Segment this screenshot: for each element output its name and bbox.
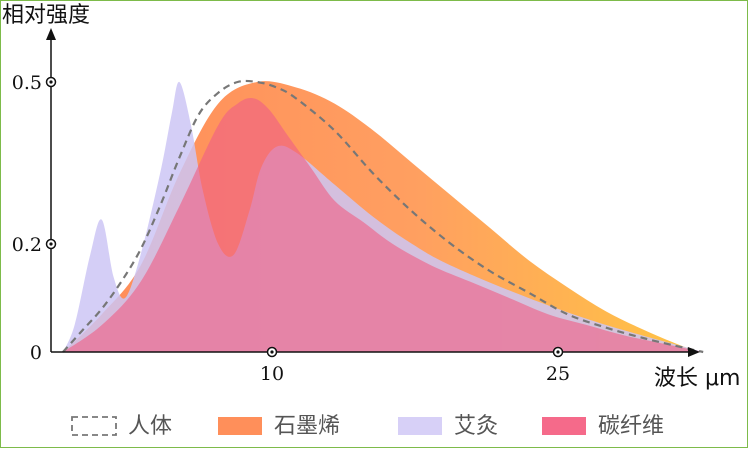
y-tick-dot: [49, 80, 53, 84]
legend-swatch-moxibustion: [398, 417, 442, 435]
legend-swatch-carbon-fiber: [542, 417, 586, 435]
y-axis-arrow-icon: [46, 28, 56, 40]
y-tick-label: 0: [30, 342, 42, 364]
legend: 人体 石墨烯 艾灸 碳纤维: [71, 414, 664, 439]
y-tick-label: 0.5: [12, 72, 42, 94]
series-carbon-fiber-area: [63, 97, 704, 352]
y-axis-title: 相对强度: [2, 3, 90, 28]
legend-swatch-human-body: [71, 416, 117, 436]
x-axis-arrow-icon: [688, 347, 700, 357]
y-tick-label: 0.2: [12, 234, 42, 256]
y-tick-dot: [49, 242, 53, 246]
legend-swatch-graphene: [218, 417, 262, 435]
series-human-body-line: [62, 79, 704, 354]
x-tick-dot: [556, 350, 560, 354]
legend-label-carbon-fiber: 碳纤维: [598, 414, 664, 439]
x-tick-dot: [270, 350, 274, 354]
x-tick-label: 10: [260, 363, 284, 385]
tick-layer: 0 0.2 0.5 10 25: [12, 72, 570, 385]
x-axis-title: 波长 μm: [654, 366, 740, 391]
legend-label-graphene: 石墨烯: [274, 414, 340, 439]
x-tick-label: 25: [546, 363, 570, 385]
legend-label-human-body: 人体: [128, 414, 172, 439]
series-layer: [62, 79, 704, 354]
legend-label-moxibustion: 艾灸: [454, 414, 498, 439]
